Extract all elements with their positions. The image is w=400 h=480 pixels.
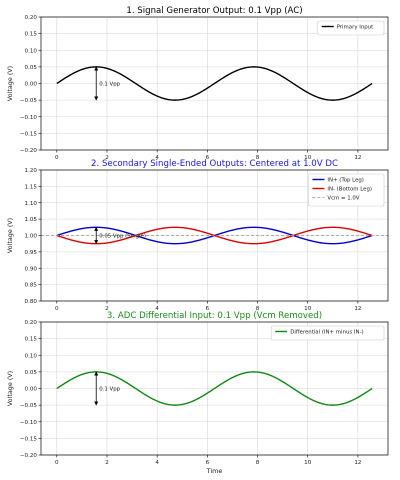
legend-label: IN+ (Top Leg) — [327, 178, 364, 184]
x-tick-label: 0 — [55, 306, 59, 312]
y-tick-label: 1.15 — [25, 184, 38, 190]
y-tick-label: −0.05 — [20, 403, 38, 409]
y-tick-label: 0.10 — [25, 353, 38, 359]
legend-label: Vcm = 1.0V — [327, 196, 359, 202]
x-tick-label: 10 — [304, 306, 312, 312]
series-line-1 — [56, 66, 373, 101]
y-tick-label: 1.20 — [25, 168, 38, 174]
x-tick-label: 12 — [354, 155, 361, 161]
series-line-2 — [56, 226, 373, 245]
y-tick-label: 0.05 — [25, 65, 38, 71]
x-tick-label: 4 — [155, 155, 159, 161]
y-tick-label: −0.10 — [20, 115, 38, 121]
y-tick-label: 0.20 — [25, 15, 38, 21]
legend-box — [308, 173, 385, 207]
annotation-label: 0.1 Vpp — [99, 387, 120, 393]
x-tick-label: 6 — [206, 306, 210, 312]
annotation-label: 0.05 Vpp (Single) — [99, 234, 146, 240]
y-axis-label: Voltage (V) — [6, 371, 14, 406]
x-tick-label: 2 — [105, 155, 109, 161]
y-tick-label: 0.80 — [25, 299, 38, 305]
chart-title: 3. ADC Differential Input: 0.1 Vpp (Vcm … — [107, 311, 322, 321]
chart-panel-3: 0 2 4 6 8 10 12 −0.20 −0.15 −0.10 −0.05 0.00 0.05 0.1… — [6, 311, 389, 475]
legend-label: Primary Input — [337, 25, 374, 31]
y-tick-label: −0.20 — [20, 453, 38, 459]
x-tick-label: 6 — [206, 460, 210, 466]
chart-panel-2: 0 2 4 6 8 10 12 0.80 0.85 0.90 0.95 1.00 1.05 1.10 1.1… — [6, 159, 389, 312]
x-tick-label: 0 — [55, 460, 59, 466]
y-tick-label: 0.20 — [25, 320, 38, 326]
x-tick-label: 8 — [256, 306, 260, 312]
y-tick-label: 0.10 — [25, 48, 38, 54]
legend-label: Differential (IN+ minus IN-) — [290, 330, 363, 336]
x-tick-label: 10 — [304, 460, 312, 466]
series-line-1 — [56, 371, 373, 406]
chart-title: 1. Signal Generator Output: 0.1 Vpp (AC) — [126, 6, 302, 16]
y-tick-label: 0.90 — [25, 266, 38, 272]
legend: Primary Input — [317, 20, 385, 36]
x-tick-label: 6 — [206, 155, 210, 161]
chart-panel-1: 0 2 4 6 8 10 12 −0.20 −0.15 −0.10 −0.05 0.00 0.05 0.1… — [6, 6, 389, 161]
y-tick-label: 0.00 — [25, 387, 38, 393]
legend-box — [270, 325, 385, 341]
y-tick-label: −0.05 — [20, 98, 38, 104]
x-axis-label: Time — [206, 467, 223, 475]
x-tick-label: 12 — [354, 460, 361, 466]
x-tick-label: 10 — [304, 155, 312, 161]
chart-title: 2. Secondary Single-Ended Outputs: Cente… — [91, 159, 338, 169]
x-tick-label: 8 — [256, 460, 260, 466]
legend: Differential (IN+ minus IN-) — [270, 325, 385, 341]
y-axis-label: Voltage (V) — [6, 66, 14, 101]
y-tick-label: −0.20 — [20, 148, 38, 154]
y-tick-label: 0.15 — [25, 337, 38, 343]
x-tick-label: 4 — [155, 460, 159, 466]
legend-label: IN- (Bottom Leg) — [327, 187, 372, 193]
y-tick-label: 1.05 — [25, 217, 38, 223]
y-tick-label: −0.10 — [20, 420, 38, 426]
x-tick-label: 12 — [354, 306, 361, 312]
annotation-label: 0.1 Vpp — [99, 82, 120, 88]
y-tick-label: 0.95 — [25, 250, 38, 256]
y-axis-label: Voltage (V) — [6, 218, 14, 253]
legend-box — [317, 20, 385, 36]
y-tick-label: 0.00 — [25, 82, 38, 88]
y-tick-label: −0.15 — [20, 131, 38, 137]
y-tick-label: 1.00 — [25, 234, 38, 240]
y-tick-label: 0.05 — [25, 370, 38, 376]
legend: IN+ (Top Leg) IN- (Bottom Leg) Vcm = 1.0V — [308, 173, 385, 207]
y-tick-label: 0.85 — [25, 283, 38, 289]
x-tick-label: 4 — [155, 306, 159, 312]
y-tick-label: −0.15 — [20, 436, 38, 442]
x-tick-label: 2 — [105, 460, 109, 466]
y-tick-label: 1.10 — [25, 201, 38, 207]
y-tick-label: 0.15 — [25, 32, 38, 38]
x-tick-label: 0 — [55, 155, 59, 161]
x-tick-label: 8 — [256, 155, 260, 161]
x-tick-label: 2 — [105, 306, 109, 312]
